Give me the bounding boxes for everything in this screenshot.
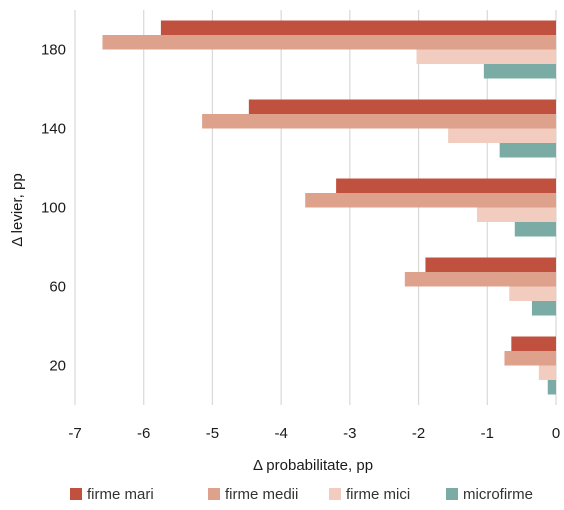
- bar-firme-mici-100: [476, 207, 556, 222]
- bar-firme-mici-180: [416, 49, 556, 64]
- y-tick-label: 20: [49, 358, 66, 375]
- legend-swatch: [70, 488, 82, 500]
- legend-label: microfirme: [463, 486, 533, 503]
- bar-microfirme-100: [514, 222, 556, 237]
- bar-firme-medii-180: [102, 35, 556, 50]
- bar-firme-mari-140: [248, 99, 556, 114]
- x-tick-label: -2: [412, 425, 425, 442]
- bar-firme-mari-180: [160, 20, 556, 35]
- bar-firme-mari-20: [511, 336, 556, 351]
- legend-item: firme medii: [208, 486, 298, 503]
- x-tick-label: -4: [274, 425, 287, 442]
- bar-firme-mari-100: [336, 178, 556, 193]
- legend-swatch: [446, 488, 458, 500]
- bar-firme-medii-100: [305, 193, 556, 208]
- bar-firme-medii-140: [202, 114, 556, 129]
- y-tick-label: 100: [41, 200, 66, 217]
- bar-microfirme-180: [483, 64, 556, 79]
- x-tick-label: -5: [206, 425, 219, 442]
- legend-label: firme medii: [225, 486, 298, 503]
- x-tick-label: -1: [481, 425, 494, 442]
- bar-firme-mici-20: [538, 365, 556, 380]
- y-tick-label: 60: [49, 279, 66, 296]
- y-tick-label: 180: [41, 42, 66, 59]
- x-tick-label: -7: [68, 425, 81, 442]
- legend-swatch: [329, 488, 341, 500]
- x-axis-title: Δ probabilitate, pp: [253, 457, 373, 474]
- bar-firme-medii-60: [404, 272, 556, 287]
- bar-microfirme-60: [531, 301, 556, 316]
- bar-firme-mari-60: [425, 257, 556, 272]
- bar-firme-medii-20: [504, 351, 556, 366]
- x-tick-label: -6: [137, 425, 150, 442]
- y-axis-title: Δ levier, pp: [9, 173, 26, 246]
- legend-swatch: [208, 488, 220, 500]
- bar-microfirme-20: [547, 380, 556, 395]
- x-tick-label: -3: [343, 425, 356, 442]
- x-tick-label: 0: [552, 425, 560, 442]
- legend: firme mari firme medii firme mici microfirm…: [70, 486, 533, 503]
- legend-item: firme mici: [329, 486, 410, 503]
- legend-label: firme mari: [87, 486, 154, 503]
- bar-firme-mici-60: [509, 286, 556, 301]
- legend-item: firme mari: [70, 486, 154, 503]
- legend-item: microfirme: [446, 486, 533, 503]
- y-tick-labels: 180 140 100 60 20: [41, 42, 66, 375]
- x-tick-labels: -7 -6 -5 -4 -3 -2 -1 0: [68, 425, 560, 442]
- bar-firme-mici-140: [448, 128, 556, 143]
- bar-microfirme-140: [499, 143, 556, 158]
- y-tick-label: 140: [41, 121, 66, 138]
- bars: [102, 20, 556, 395]
- legend-label: firme mici: [346, 486, 410, 503]
